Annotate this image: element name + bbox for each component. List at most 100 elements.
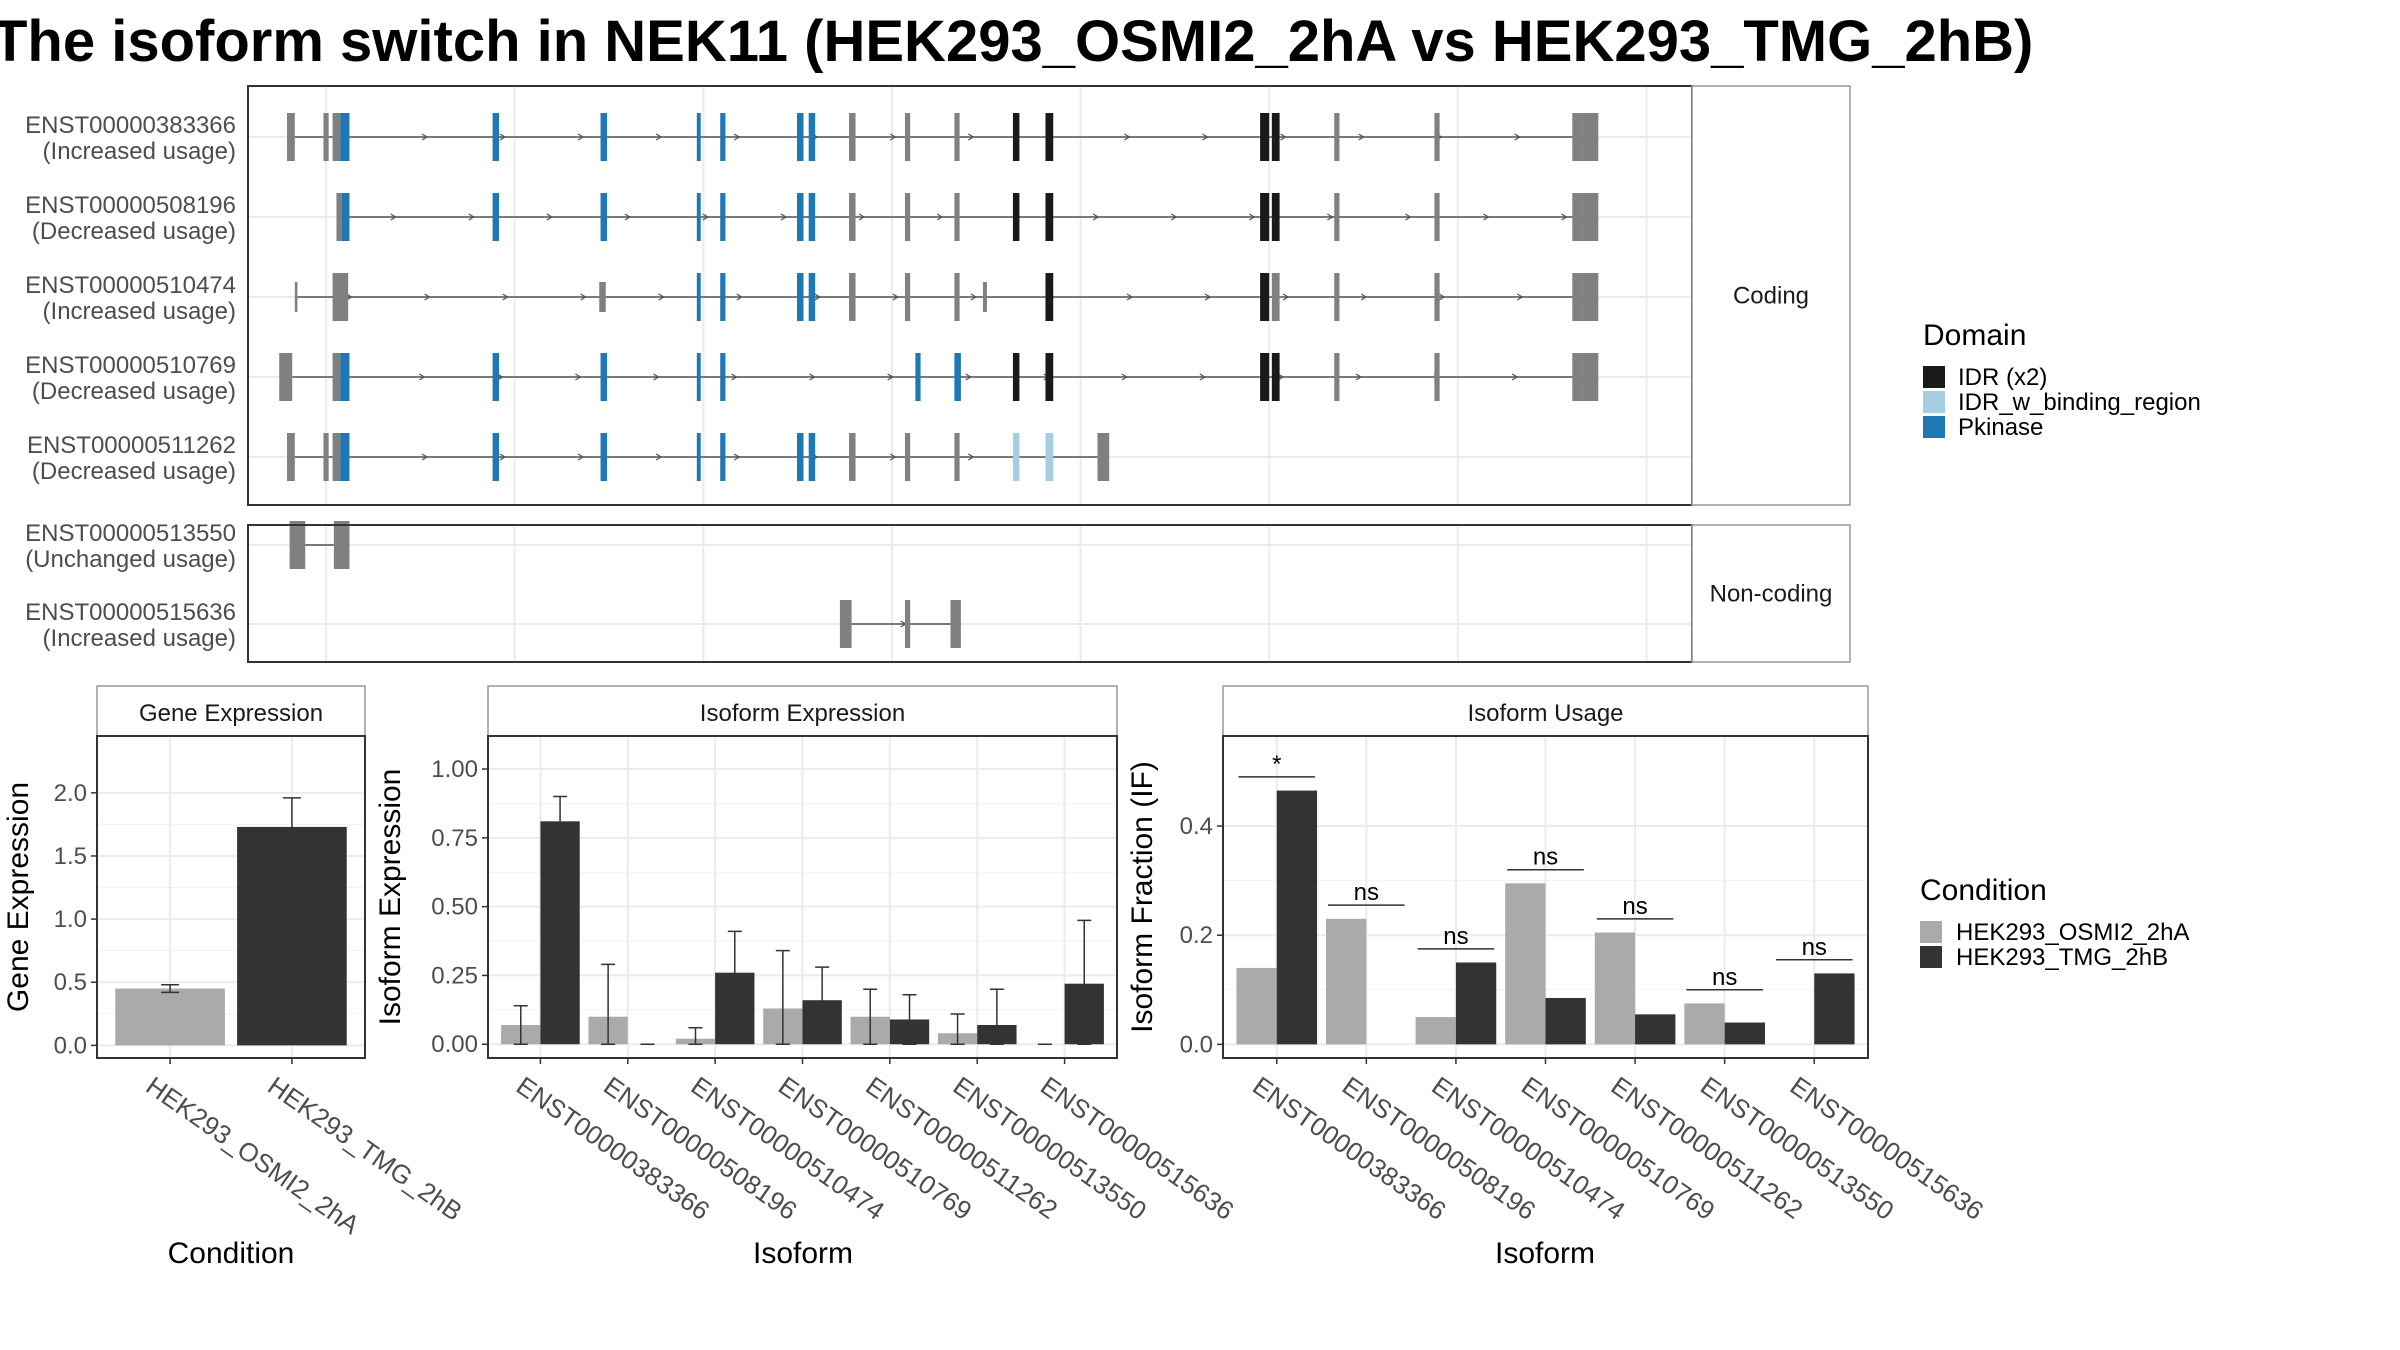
- significance-label: ns: [1354, 879, 1379, 906]
- transcript-ENST00000515636: ENST00000515636(Increased usage): [25, 599, 961, 652]
- bar: [1594, 932, 1636, 1045]
- direction-arrow: [967, 453, 975, 461]
- transcript-ENST00000508196: ENST00000508196(Decreased usage): [25, 192, 1599, 245]
- feature-exon: [1334, 273, 1340, 321]
- bar: [1724, 1022, 1765, 1045]
- direction-arrow: [1126, 293, 1134, 301]
- facet-strip: [1222, 685, 1869, 737]
- transcript-id: ENST00000510474: [25, 272, 236, 299]
- direction-arrow: [655, 453, 663, 461]
- feature-pkinase: [796, 433, 804, 481]
- feature-pkinase: [696, 273, 701, 321]
- feature-exon: [287, 433, 295, 481]
- transcript-status: (Decreased usage): [32, 458, 236, 485]
- bar: [1505, 883, 1546, 1045]
- feature-exon: [1572, 113, 1582, 161]
- direction-arrow: [887, 373, 894, 381]
- feature-exon: [279, 353, 293, 401]
- feature-exon: [950, 600, 961, 648]
- direction-arrow: [892, 293, 900, 301]
- significance-label: ns: [1712, 964, 1737, 991]
- direction-arrow: [1561, 213, 1568, 221]
- utr-tick: [983, 282, 987, 312]
- facet-strip: [1691, 85, 1851, 506]
- transcript-id: ENST00000513550: [25, 520, 236, 547]
- feature-idr: [1260, 193, 1270, 241]
- feature-pkinase: [492, 193, 500, 241]
- feature-exon: [954, 273, 960, 321]
- bar: [1455, 962, 1497, 1045]
- transcript-label: ENST00000515636(Increased usage): [25, 599, 236, 652]
- direction-arrow: [1483, 213, 1490, 221]
- direction-arrow: [967, 133, 975, 141]
- facet-strip: [487, 685, 1118, 737]
- direction-arrow: [577, 133, 585, 141]
- direction-arrow: [970, 293, 978, 301]
- feature-exon: [1434, 113, 1440, 161]
- transcript-label: ENST00000510769(Decreased usage): [25, 352, 236, 405]
- error-bar: [863, 988, 878, 1045]
- feature-exon: [1271, 273, 1280, 321]
- error-bar: [950, 1013, 965, 1045]
- feature-exon: [1572, 193, 1582, 241]
- direction-arrow: [1248, 213, 1256, 221]
- feature-exon: [1334, 113, 1340, 161]
- facet-strip-label: Non-coding: [1710, 581, 1833, 608]
- direction-arrow: [733, 133, 741, 141]
- feature-idr: [1012, 113, 1020, 161]
- y-tick-label: 0.00: [431, 1031, 478, 1058]
- direction-arrow: [1514, 133, 1521, 141]
- bar: [115, 988, 225, 1046]
- direction-arrow: [889, 133, 897, 141]
- feature-idr: [1260, 113, 1270, 161]
- feature-exon: [1434, 353, 1440, 401]
- feature-exon: [323, 433, 329, 481]
- feature-exon: [904, 600, 911, 648]
- direction-arrow: [936, 213, 944, 221]
- feature-pkinase: [808, 433, 816, 481]
- direction-arrow: [858, 213, 866, 221]
- transcript-status: (Decreased usage): [32, 218, 236, 245]
- feature-exon: [1581, 113, 1599, 161]
- bar: [1236, 967, 1277, 1045]
- y-axis-title: Isoform Fraction (IF): [1126, 761, 1159, 1033]
- direction-arrow: [658, 293, 665, 301]
- feature-pkinase: [796, 193, 804, 241]
- direction-arrow: [965, 373, 972, 381]
- feature-pkinase: [720, 113, 726, 161]
- transcript-status: (Unchanged usage): [25, 546, 236, 573]
- direction-arrow: [575, 373, 582, 381]
- feature-pkinase: [600, 113, 608, 161]
- significance-label: ns: [1443, 923, 1468, 950]
- feature-pkinase: [720, 353, 726, 401]
- y-tick-label: 0.5: [54, 969, 87, 996]
- legend-label: IDR (x2): [1958, 364, 2047, 391]
- feature-pkinase: [696, 433, 701, 481]
- feature-idr_binding: [1045, 433, 1054, 481]
- direction-arrow: [499, 453, 507, 461]
- transcript-label: ENST00000383366(Increased usage): [25, 112, 236, 165]
- bar: [237, 826, 347, 1046]
- feature-pkinase: [492, 433, 500, 481]
- direction-arrow: [1170, 213, 1178, 221]
- significance-label: *: [1272, 751, 1281, 778]
- facet-strip-label: Isoform Usage: [1467, 700, 1623, 727]
- feature-exon: [323, 113, 329, 161]
- legend-label: HEK293_OSMI2_2hA: [1956, 919, 2189, 946]
- feature-exon: [1334, 353, 1340, 401]
- error-bar: [513, 1004, 528, 1045]
- feature-exon: [904, 273, 911, 321]
- feature-idr: [1012, 353, 1020, 401]
- feature-exon: [336, 193, 342, 241]
- feature-exon: [1572, 273, 1582, 321]
- direction-arrow: [1405, 213, 1412, 221]
- feature-exon: [1572, 353, 1582, 401]
- direction-arrow: [468, 213, 476, 221]
- direction-arrow: [731, 373, 738, 381]
- transcript-label: ENST00000513550(Unchanged usage): [25, 520, 236, 573]
- bar: [1326, 918, 1367, 1045]
- bar: [1415, 1017, 1456, 1045]
- direction-arrow: [390, 213, 397, 221]
- transcript-id: ENST00000510769: [25, 352, 236, 379]
- direction-arrow: [736, 293, 744, 301]
